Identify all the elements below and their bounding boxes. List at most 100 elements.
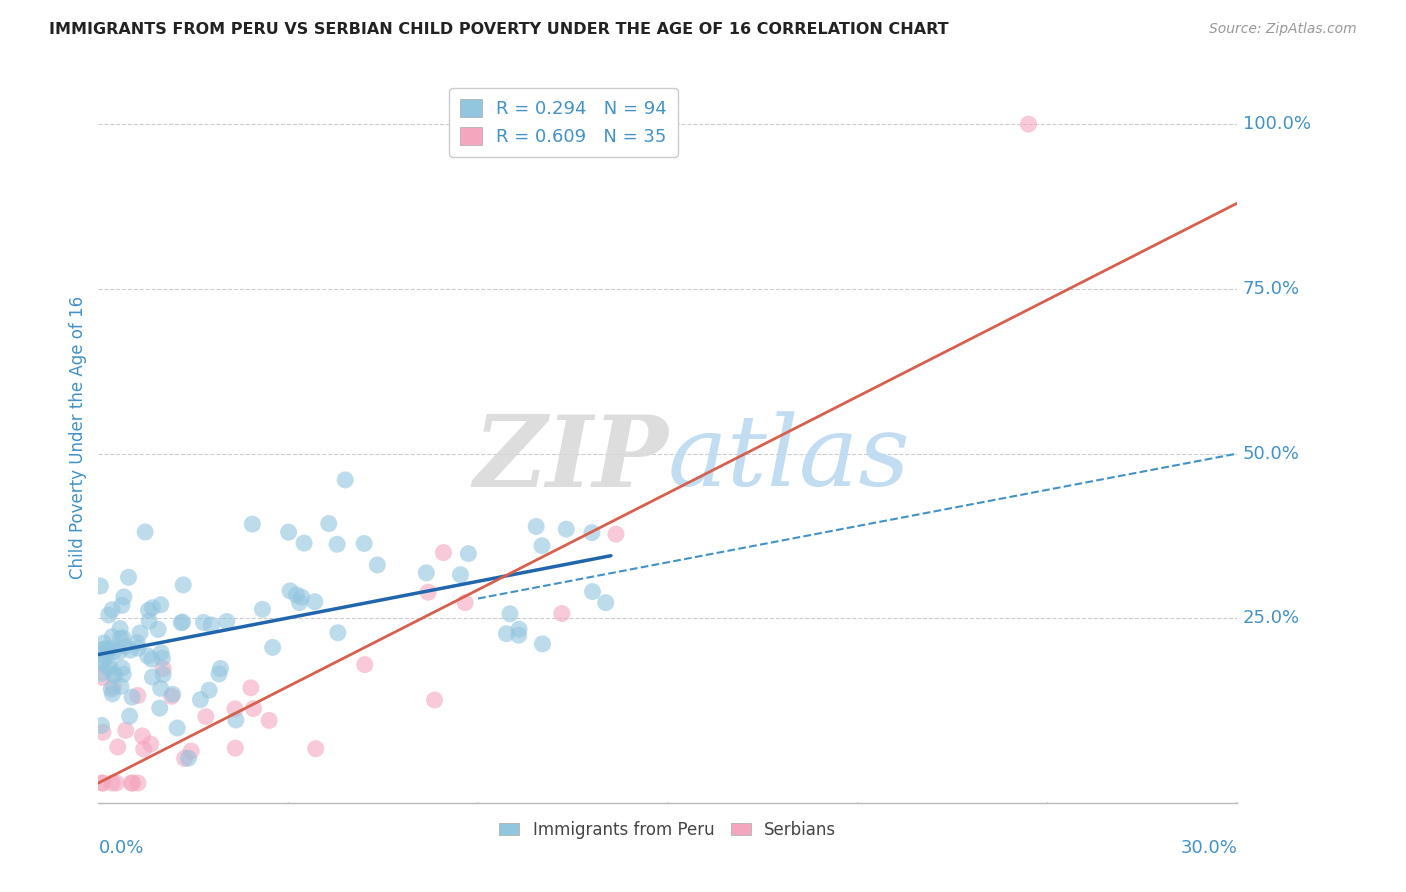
Point: [193, 615, 215, 630]
Point: [423, 693, 446, 707]
Point: [508, 622, 530, 636]
Point: [177, 751, 200, 765]
Point: [139, 737, 162, 751]
Point: [225, 713, 247, 727]
Point: [96, 643, 118, 657]
Point: [104, 667, 127, 681]
Point: [224, 741, 246, 756]
Point: [415, 566, 437, 580]
Point: [170, 615, 193, 630]
Point: [432, 545, 454, 559]
Point: [103, 680, 125, 694]
Point: [132, 742, 155, 756]
Point: [508, 628, 530, 642]
Point: [138, 614, 160, 628]
Point: [288, 596, 311, 610]
Point: [114, 723, 136, 738]
Point: [129, 626, 152, 640]
Point: [172, 578, 194, 592]
Point: [91, 725, 114, 739]
Point: [551, 607, 574, 621]
Point: [304, 595, 326, 609]
Point: [200, 618, 222, 632]
Point: [121, 776, 143, 790]
Point: [120, 643, 142, 657]
Point: [101, 687, 124, 701]
Point: [190, 692, 212, 706]
Point: [581, 525, 603, 540]
Point: [134, 524, 156, 539]
Point: [150, 651, 173, 665]
Text: 30.0%: 30.0%: [1181, 839, 1237, 857]
Point: [112, 631, 135, 645]
Point: [162, 687, 184, 701]
Point: [149, 701, 172, 715]
Point: [91, 776, 114, 790]
Point: [149, 598, 172, 612]
Point: [110, 632, 132, 646]
Point: [353, 536, 375, 550]
Point: [595, 596, 617, 610]
Point: [112, 590, 135, 604]
Point: [141, 670, 163, 684]
Point: [112, 667, 135, 681]
Point: [114, 639, 136, 653]
Point: [131, 729, 153, 743]
Point: [118, 709, 141, 723]
Point: [277, 525, 299, 540]
Point: [291, 590, 314, 604]
Point: [605, 527, 627, 541]
Point: [224, 702, 246, 716]
Point: [208, 667, 231, 681]
Point: [495, 626, 517, 640]
Text: 75.0%: 75.0%: [1243, 280, 1301, 298]
Text: 100.0%: 100.0%: [1243, 115, 1310, 133]
Point: [242, 701, 264, 715]
Point: [530, 539, 553, 553]
Point: [93, 636, 115, 650]
Point: [499, 607, 522, 621]
Point: [581, 584, 603, 599]
Point: [278, 583, 301, 598]
Point: [101, 776, 124, 790]
Point: [160, 690, 183, 704]
Legend: Immigrants from Peru, Serbians: Immigrants from Peru, Serbians: [492, 814, 844, 846]
Point: [257, 714, 280, 728]
Point: [292, 536, 315, 550]
Point: [457, 547, 479, 561]
Point: [524, 519, 547, 533]
Point: [172, 615, 194, 629]
Point: [117, 570, 139, 584]
Point: [262, 640, 284, 655]
Point: [108, 645, 131, 659]
Point: [1018, 117, 1040, 131]
Point: [209, 661, 232, 675]
Point: [180, 744, 202, 758]
Point: [194, 710, 217, 724]
Point: [366, 558, 388, 572]
Y-axis label: Child Poverty Under the Age of 16: Child Poverty Under the Age of 16: [69, 295, 87, 579]
Point: [91, 670, 114, 684]
Point: [252, 602, 274, 616]
Point: [198, 683, 221, 698]
Point: [418, 585, 440, 599]
Point: [91, 776, 114, 790]
Point: [215, 615, 238, 629]
Point: [94, 641, 117, 656]
Point: [97, 607, 120, 622]
Point: [127, 641, 149, 656]
Point: [105, 776, 128, 790]
Point: [127, 689, 149, 703]
Point: [98, 641, 121, 656]
Point: [91, 642, 114, 657]
Point: [101, 603, 124, 617]
Point: [127, 776, 149, 790]
Point: [240, 517, 263, 532]
Point: [285, 588, 308, 602]
Point: [531, 637, 554, 651]
Point: [111, 599, 134, 613]
Point: [90, 666, 112, 681]
Point: [94, 649, 117, 664]
Point: [103, 644, 125, 658]
Point: [326, 625, 349, 640]
